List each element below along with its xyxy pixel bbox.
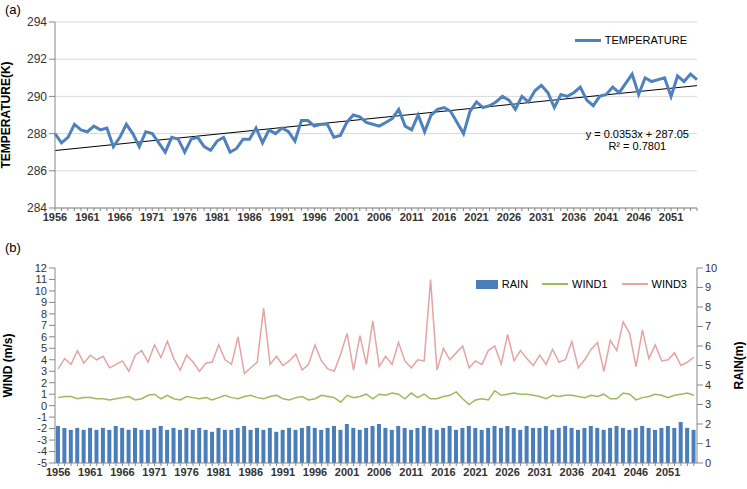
svg-text:1981: 1981 (205, 211, 229, 223)
svg-text:-2: -2 (37, 422, 47, 434)
svg-text:5: 5 (705, 359, 711, 371)
svg-text:1991: 1991 (270, 211, 294, 223)
svg-text:1976: 1976 (172, 211, 196, 223)
svg-text:1966: 1966 (108, 211, 132, 223)
svg-text:11: 11 (36, 273, 47, 285)
svg-text:2051: 2051 (656, 466, 680, 478)
svg-text:RAIN(m): RAIN(m) (732, 342, 739, 390)
svg-text:2011: 2011 (399, 466, 423, 478)
svg-text:4: 4 (705, 379, 711, 391)
html-text:WIND3: WIND3 (651, 278, 687, 290)
svg-text:1: 1 (705, 437, 711, 449)
svg-text:WIND (m/s): WIND (m/s) (8, 334, 15, 398)
svg-text:2041: 2041 (594, 211, 618, 223)
svg-text:2: 2 (705, 418, 711, 430)
svg-text:6: 6 (705, 340, 711, 352)
svg-text:1981: 1981 (206, 466, 230, 478)
svg-text:1976: 1976 (174, 466, 198, 478)
svg-text:1: 1 (41, 388, 47, 400)
svg-text:2046: 2046 (624, 466, 648, 478)
svg-text:1971: 1971 (142, 466, 166, 478)
svg-text:10: 10 (705, 262, 717, 274)
svg-text:1966: 1966 (110, 466, 134, 478)
svg-text:-3: -3 (37, 434, 47, 446)
svg-text:1956: 1956 (42, 210, 68, 223)
svg-text:2026: 2026 (497, 211, 521, 223)
svg-text:290: 290 (27, 90, 47, 104)
svg-text:6: 6 (41, 331, 47, 343)
svg-text:5: 5 (41, 342, 47, 354)
svg-text:3: 3 (705, 398, 711, 410)
svg-text:1961: 1961 (75, 211, 99, 223)
html-text:R² = 0.7801: R² = 0.7801 (608, 140, 667, 152)
svg-text:1961: 1961 (78, 466, 102, 478)
html-text:WIND1: WIND1 (572, 278, 608, 290)
svg-text:288: 288 (27, 127, 47, 141)
svg-text:2051: 2051 (659, 211, 683, 223)
svg-text:8: 8 (705, 301, 711, 313)
svg-text:1986: 1986 (239, 466, 263, 478)
svg-text:1971: 1971 (140, 211, 164, 223)
svg-text:284: 284 (27, 201, 47, 215)
svg-text:0: 0 (705, 457, 711, 469)
svg-text:1991: 1991 (271, 466, 295, 478)
svg-text:1956: 1956 (46, 466, 70, 478)
svg-text:2006: 2006 (367, 211, 391, 223)
svg-text:10: 10 (35, 285, 47, 297)
html-text:TEMPERATURE: TEMPERATURE (604, 34, 687, 46)
svg-text:2006: 2006 (367, 466, 391, 478)
svg-text:-4: -4 (37, 445, 47, 457)
svg-text:2001: 2001 (335, 466, 359, 478)
svg-text:2021: 2021 (464, 211, 488, 223)
svg-text:1986: 1986 (237, 211, 261, 223)
svg-text:7: 7 (41, 319, 47, 331)
svg-text:2021: 2021 (463, 466, 487, 478)
html-text:y = 0.0353x + 287.05: y = 0.0353x + 287.05 (585, 128, 689, 140)
svg-text:-5: -5 (37, 457, 47, 469)
svg-text:7: 7 (705, 320, 711, 332)
svg-text:1996: 1996 (303, 466, 327, 478)
svg-text:2001: 2001 (335, 211, 359, 223)
svg-text:286: 286 (27, 164, 47, 178)
svg-text:8: 8 (41, 308, 47, 320)
svg-text:2026: 2026 (495, 466, 519, 478)
svg-text:292: 292 (27, 52, 47, 66)
svg-text:2016: 2016 (432, 211, 456, 223)
svg-text:294: 294 (27, 15, 47, 29)
svg-text:2: 2 (41, 377, 47, 389)
html-text:(b): (b) (5, 240, 21, 255)
svg-text:2041: 2041 (592, 466, 616, 478)
svg-text:1996: 1996 (302, 211, 326, 223)
svg-text:2046: 2046 (626, 211, 650, 223)
svg-text:2031: 2031 (529, 211, 553, 223)
svg-text:2016: 2016 (431, 466, 455, 478)
html-text:(a): (a) (5, 2, 21, 17)
svg-text:12: 12 (35, 262, 47, 274)
svg-text:0: 0 (41, 400, 47, 412)
svg-text:4: 4 (41, 354, 47, 366)
svg-text:2031: 2031 (527, 466, 551, 478)
svg-text:9: 9 (41, 296, 47, 308)
svg-text:2011: 2011 (400, 211, 424, 223)
svg-text:2036: 2036 (562, 211, 586, 223)
svg-text:9: 9 (705, 281, 711, 293)
html-text:RAIN: RAIN (501, 278, 529, 290)
svg-text:2036: 2036 (560, 466, 584, 478)
svg-text:-1: -1 (37, 411, 47, 423)
svg-text:3: 3 (41, 365, 47, 377)
svg-text:TEMPERATURE(K): TEMPERATURE(K) (8, 61, 13, 168)
